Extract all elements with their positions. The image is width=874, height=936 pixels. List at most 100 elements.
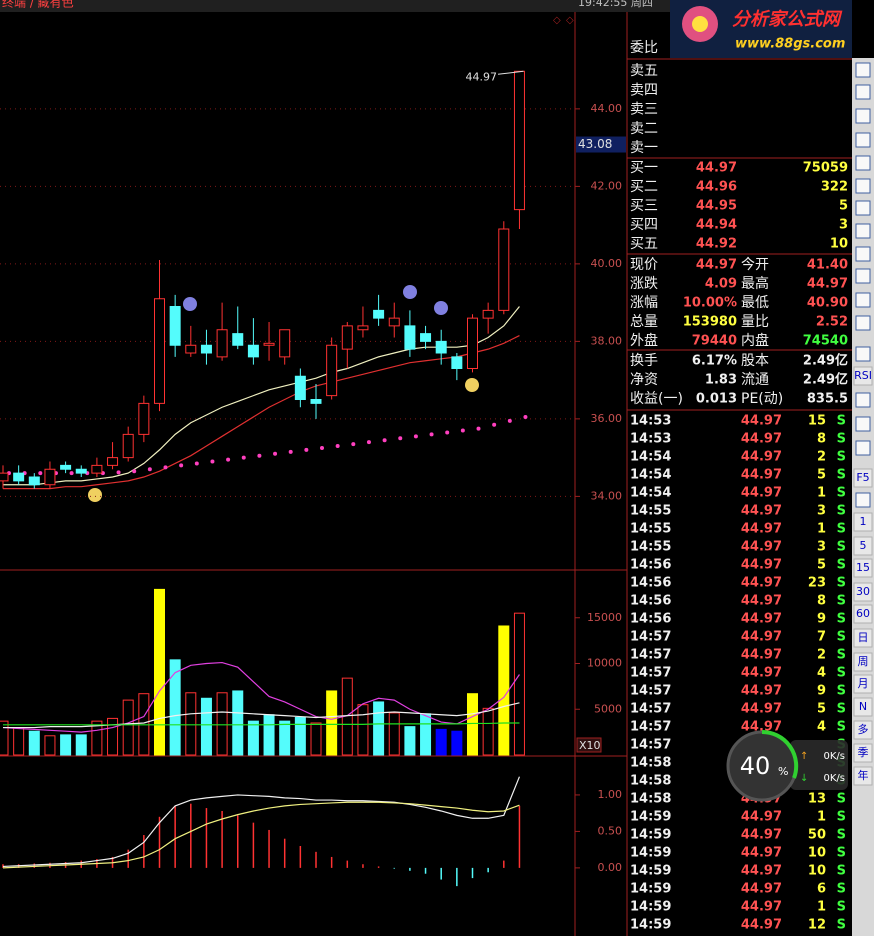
toolbar-label[interactable]: RSI bbox=[854, 369, 872, 382]
tick-price: 44.97 bbox=[741, 450, 782, 465]
toolbar-label[interactable]: 年 bbox=[858, 768, 869, 782]
toolbar-button-bg[interactable] bbox=[853, 674, 873, 694]
sar-dot bbox=[163, 465, 168, 470]
toolbar-icon[interactable] bbox=[855, 392, 871, 408]
sell-label: 卖二 bbox=[630, 121, 658, 137]
toolbar-button[interactable]: N bbox=[853, 697, 873, 717]
unit-box bbox=[576, 737, 602, 753]
toolbar-label[interactable]: 60 bbox=[856, 607, 870, 620]
buy-price: 44.92 bbox=[696, 237, 737, 252]
toolbar-icon[interactable] bbox=[855, 315, 871, 331]
tick-time: 14:59 bbox=[630, 864, 671, 879]
candle-body bbox=[185, 344, 197, 354]
volume-bar bbox=[216, 692, 228, 756]
toolbar-button-bg[interactable] bbox=[853, 766, 873, 786]
toolbar-label[interactable]: 季 bbox=[858, 746, 869, 759]
toolbar-button[interactable]: 年 bbox=[853, 766, 873, 786]
toolbar-icon[interactable] bbox=[855, 268, 871, 284]
tick-price: 44.97 bbox=[741, 612, 782, 627]
tick-time: 14:56 bbox=[630, 576, 671, 591]
sar-dot bbox=[69, 471, 74, 476]
toolbar-button-bg[interactable] bbox=[853, 720, 873, 740]
toolbar-icon[interactable] bbox=[855, 62, 871, 78]
smiley bbox=[183, 297, 197, 311]
toolbar-icon[interactable] bbox=[855, 416, 871, 432]
toolbar-button-bg[interactable] bbox=[853, 512, 873, 532]
candle-body bbox=[373, 309, 385, 319]
toolbar-button-bg[interactable] bbox=[853, 652, 873, 672]
toolbar-button-bg[interactable] bbox=[853, 558, 873, 578]
toolbar-button[interactable]: 30 bbox=[853, 582, 873, 602]
buy-price: 44.95 bbox=[696, 199, 737, 214]
candle-body bbox=[0, 472, 9, 482]
cursor-value: 43.08 bbox=[578, 137, 612, 151]
candle-body bbox=[357, 325, 369, 331]
toolbar-button-bg[interactable] bbox=[853, 582, 873, 602]
max-label: 44.97 bbox=[466, 70, 498, 83]
volume-bar bbox=[154, 588, 165, 756]
tick-volume: 8 bbox=[817, 432, 826, 447]
toolbar-icon[interactable] bbox=[855, 84, 871, 100]
tick-volume: 5 bbox=[817, 702, 826, 717]
toolbar-button-bg[interactable] bbox=[853, 366, 873, 386]
toolbar-icon[interactable] bbox=[855, 200, 871, 216]
volume-average bbox=[3, 722, 520, 726]
toolbar-label[interactable]: N bbox=[859, 700, 867, 713]
toolbar-button[interactable]: 月 bbox=[853, 674, 873, 694]
y-tick-label: 1.00 bbox=[598, 788, 623, 801]
tick-time: 14:59 bbox=[630, 918, 671, 933]
toolbar-button[interactable]: 60 bbox=[853, 604, 873, 624]
logo-url: www.88gs.com bbox=[735, 37, 845, 52]
toolbar-button[interactable]: F5 bbox=[853, 468, 873, 488]
y-tick-label: 10000 bbox=[587, 657, 622, 670]
toolbar-icon[interactable] bbox=[855, 292, 871, 308]
tick-volume: 12 bbox=[808, 918, 826, 933]
toolbar-icon[interactable] bbox=[855, 492, 871, 508]
toolbar-label[interactable]: 30 bbox=[856, 585, 870, 598]
toolbar-label[interactable]: 5 bbox=[860, 539, 867, 552]
toolbar-label[interactable]: F5 bbox=[856, 471, 869, 484]
toolbar-button[interactable]: 1 bbox=[853, 512, 873, 532]
toolbar-label[interactable]: 日 bbox=[858, 631, 869, 644]
toolbar-icon[interactable] bbox=[855, 178, 871, 194]
toolbar-icon[interactable] bbox=[855, 246, 871, 262]
toolbar-button[interactable]: 季 bbox=[853, 743, 873, 763]
toolbar-button[interactable]: 日 bbox=[853, 628, 873, 648]
toolbar-label[interactable]: 周 bbox=[858, 655, 869, 668]
toolbar-button[interactable]: 多 bbox=[853, 720, 873, 740]
toolbar-button[interactable]: RSI bbox=[853, 366, 873, 386]
toolbar-button-bg[interactable] bbox=[853, 697, 873, 717]
sar-dot bbox=[398, 436, 403, 441]
toolbar-label[interactable]: 月 bbox=[858, 677, 869, 690]
toolbar-icon[interactable] bbox=[855, 440, 871, 456]
toolbar-icon[interactable] bbox=[855, 155, 871, 171]
toolbar-label[interactable]: 多 bbox=[858, 722, 869, 736]
toolbar-label[interactable]: 15 bbox=[856, 561, 870, 574]
toolbar-button-bg[interactable] bbox=[853, 604, 873, 624]
toolbar-icon[interactable] bbox=[855, 223, 871, 239]
toolbar-icon[interactable] bbox=[855, 132, 871, 148]
tick-volume: 15 bbox=[808, 414, 826, 429]
candle-body bbox=[107, 457, 119, 466]
toolbar-icon[interactable] bbox=[855, 108, 871, 124]
tick-side: S bbox=[837, 594, 846, 609]
quote-label: 净资 bbox=[630, 372, 658, 388]
toolbar-label[interactable]: 1 bbox=[860, 515, 867, 528]
toolbar-button[interactable]: 15 bbox=[853, 558, 873, 578]
tick-volume: 6 bbox=[817, 882, 826, 897]
toolbar-button[interactable]: 5 bbox=[853, 536, 873, 556]
tick-time: 14:56 bbox=[630, 594, 671, 609]
toolbar-button-bg[interactable] bbox=[853, 468, 873, 488]
volume-bar bbox=[13, 727, 25, 756]
quote-value: 6.17% bbox=[692, 354, 737, 369]
volume-bar bbox=[247, 720, 259, 756]
candle-body bbox=[263, 342, 275, 346]
tick-price: 44.97 bbox=[741, 882, 782, 897]
toolbar-button-bg[interactable] bbox=[853, 743, 873, 763]
toolbar-button-bg[interactable] bbox=[853, 536, 873, 556]
toolbar-button[interactable]: 周 bbox=[853, 652, 873, 672]
tick-price: 44.97 bbox=[741, 414, 782, 429]
toolbar-icon[interactable] bbox=[855, 346, 871, 362]
volume-bar bbox=[513, 612, 525, 756]
toolbar-button-bg[interactable] bbox=[853, 628, 873, 648]
